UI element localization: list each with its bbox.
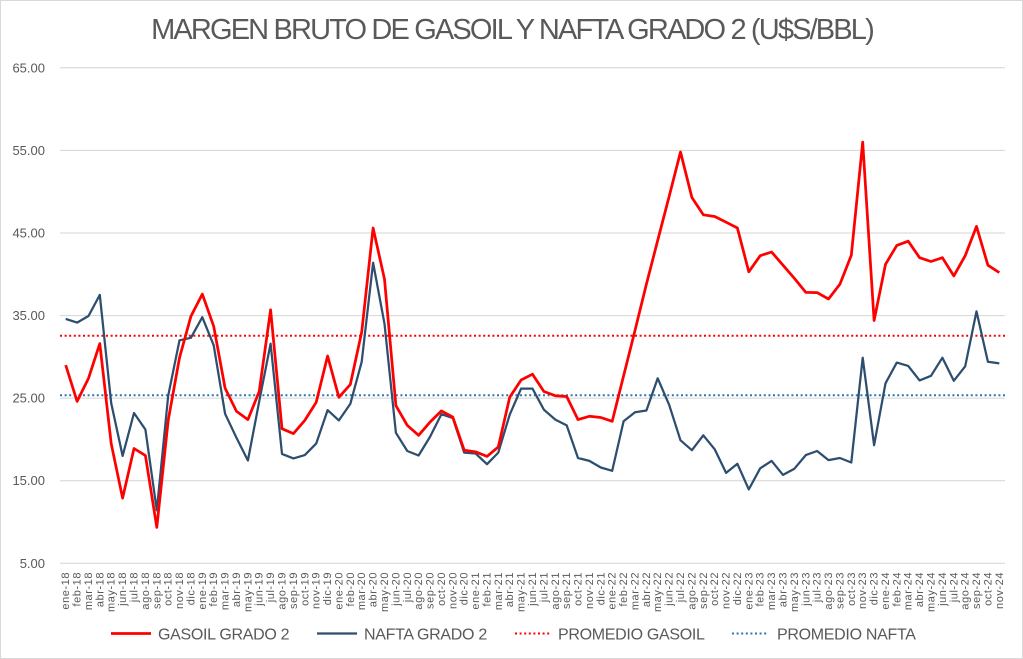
svg-text:abr-22: abr-22 (641, 572, 653, 607)
svg-text:jun-19: jun-19 (254, 572, 266, 607)
svg-text:may-21: may-21 (516, 572, 528, 612)
svg-text:sep-23: sep-23 (834, 572, 846, 609)
svg-text:ene-22: ene-22 (607, 572, 619, 610)
svg-text:sep-24: sep-24 (971, 572, 983, 609)
svg-text:jul-24: jul-24 (948, 572, 960, 603)
svg-text:oct-24: oct-24 (982, 572, 994, 606)
svg-text:jun-18: jun-18 (117, 572, 129, 607)
svg-text:jul-18: jul-18 (129, 572, 141, 603)
svg-text:dic-22: dic-22 (732, 572, 744, 605)
svg-text:ene-18: ene-18 (60, 572, 72, 610)
svg-text:feb-18: feb-18 (72, 572, 84, 607)
svg-text:abr-19: abr-19 (231, 572, 243, 607)
svg-text:may-23: may-23 (789, 572, 801, 612)
svg-text:jun-22: jun-22 (664, 572, 676, 607)
svg-text:feb-21: feb-21 (482, 572, 494, 607)
svg-text:may-20: may-20 (379, 572, 391, 612)
svg-text:abr-23: abr-23 (778, 572, 790, 607)
svg-text:mar-18: mar-18 (83, 572, 95, 610)
svg-text:mar-21: mar-21 (493, 572, 505, 610)
svg-text:PROMEDIO GASOIL: PROMEDIO GASOIL (558, 627, 705, 644)
svg-text:abr-18: abr-18 (94, 572, 106, 607)
svg-text:ago-22: ago-22 (686, 572, 698, 610)
svg-text:15.00: 15.00 (12, 473, 45, 488)
svg-text:jul-21: jul-21 (538, 572, 550, 603)
svg-text:55.00: 55.00 (12, 143, 45, 158)
svg-text:25.00: 25.00 (12, 391, 45, 406)
svg-text:feb-19: feb-19 (208, 572, 220, 607)
svg-text:sep-20: sep-20 (425, 572, 437, 609)
svg-text:nov-21: nov-21 (584, 572, 596, 609)
svg-text:may-19: may-19 (242, 572, 254, 612)
svg-text:ago-19: ago-19 (277, 572, 289, 610)
svg-text:feb-20: feb-20 (345, 572, 357, 607)
svg-text:PROMEDIO NAFTA: PROMEDIO NAFTA (777, 627, 916, 644)
svg-text:jul-19: jul-19 (265, 572, 277, 603)
svg-text:mar-19: mar-19 (220, 572, 232, 610)
svg-text:65.00: 65.00 (12, 60, 45, 75)
svg-text:mar-23: mar-23 (766, 572, 778, 610)
svg-text:mar-20: mar-20 (356, 572, 368, 610)
svg-text:ago-20: ago-20 (413, 572, 425, 610)
svg-text:dic-21: dic-21 (595, 572, 607, 605)
svg-text:ago-18: ago-18 (140, 572, 152, 610)
svg-text:5.00: 5.00 (20, 556, 45, 571)
svg-text:sep-21: sep-21 (561, 572, 573, 609)
svg-text:ago-21: ago-21 (550, 572, 562, 610)
svg-text:sep-22: sep-22 (698, 572, 710, 609)
svg-text:abr-24: abr-24 (914, 572, 926, 607)
svg-text:oct-23: oct-23 (846, 572, 858, 606)
svg-text:nov-19: nov-19 (311, 572, 323, 609)
svg-text:nov-24: nov-24 (994, 572, 1006, 609)
svg-text:45.00: 45.00 (12, 226, 45, 241)
svg-text:mar-22: mar-22 (630, 572, 642, 610)
svg-text:jul-22: jul-22 (675, 572, 687, 603)
svg-text:ago-24: ago-24 (960, 572, 972, 610)
svg-text:35.00: 35.00 (12, 308, 45, 323)
svg-text:mar-24: mar-24 (903, 572, 915, 610)
svg-text:nov-20: nov-20 (447, 572, 459, 609)
svg-text:oct-20: oct-20 (436, 572, 448, 606)
svg-text:dic-23: dic-23 (869, 572, 881, 605)
svg-text:dic-20: dic-20 (459, 572, 471, 605)
svg-text:jun-23: jun-23 (800, 572, 812, 607)
svg-text:ene-20: ene-20 (333, 572, 345, 610)
svg-text:NAFTA GRADO 2: NAFTA GRADO 2 (364, 627, 487, 644)
svg-text:nov-22: nov-22 (721, 572, 733, 609)
svg-text:may-24: may-24 (926, 572, 938, 612)
svg-text:abr-21: abr-21 (504, 572, 516, 607)
svg-text:feb-24: feb-24 (891, 572, 903, 607)
svg-text:jun-21: jun-21 (527, 572, 539, 607)
svg-text:jul-20: jul-20 (402, 572, 414, 603)
svg-text:jun-20: jun-20 (390, 572, 402, 607)
svg-text:may-22: may-22 (652, 572, 664, 612)
svg-text:ene-21: ene-21 (470, 572, 482, 610)
svg-text:nov-18: nov-18 (174, 572, 186, 609)
svg-text:oct-21: oct-21 (573, 572, 585, 606)
svg-text:feb-23: feb-23 (755, 572, 767, 607)
svg-text:oct-22: oct-22 (709, 572, 721, 606)
svg-text:ene-23: ene-23 (743, 572, 755, 610)
svg-text:abr-20: abr-20 (368, 572, 380, 607)
svg-text:sep-18: sep-18 (151, 572, 163, 609)
svg-text:dic-19: dic-19 (322, 572, 334, 605)
svg-text:MARGEN BRUTO DE GASOIL Y NAFTA: MARGEN BRUTO DE GASOIL Y NAFTA GRADO 2 (… (151, 14, 873, 46)
svg-text:dic-18: dic-18 (185, 572, 197, 605)
svg-text:ago-23: ago-23 (823, 572, 835, 610)
svg-text:jun-24: jun-24 (937, 572, 949, 607)
svg-text:GASOIL GRADO 2: GASOIL GRADO 2 (158, 627, 290, 644)
svg-text:feb-22: feb-22 (618, 572, 630, 607)
svg-text:sep-19: sep-19 (288, 572, 300, 609)
svg-text:jul-23: jul-23 (812, 572, 824, 603)
svg-text:may-18: may-18 (106, 572, 118, 612)
svg-text:oct-19: oct-19 (299, 572, 311, 606)
svg-text:ene-24: ene-24 (880, 572, 892, 610)
svg-text:ene-19: ene-19 (197, 572, 209, 610)
svg-text:oct-18: oct-18 (163, 572, 175, 606)
svg-text:nov-23: nov-23 (857, 572, 869, 609)
